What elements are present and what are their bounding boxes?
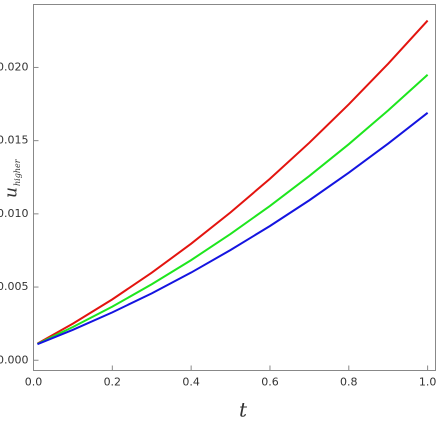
series-line [37,112,429,346]
y-tick-label: 0.010 [0,207,29,220]
series-line [37,74,429,345]
y-axis-label-subscript: higher [13,158,22,186]
x-tick-label: 0.0 [25,376,43,389]
y-tick-label: 0.000 [0,353,29,366]
y-tick-label: 0.020 [0,60,29,73]
x-tick-label: 0.6 [261,376,279,389]
y-axis-label: u [2,187,22,198]
y-tick-label: 0.015 [0,134,29,147]
x-tick-label: 0.8 [340,376,358,389]
x-axis-label: t [239,398,248,422]
y-axis-label-group: u higher [2,158,23,198]
y-tick-label: 0.005 [0,280,29,293]
series-line [36,19,429,345]
x-tick-label: 0.2 [104,376,122,389]
x-tick-label: 1.0 [419,376,436,389]
x-tick-label: 0.4 [182,376,200,389]
